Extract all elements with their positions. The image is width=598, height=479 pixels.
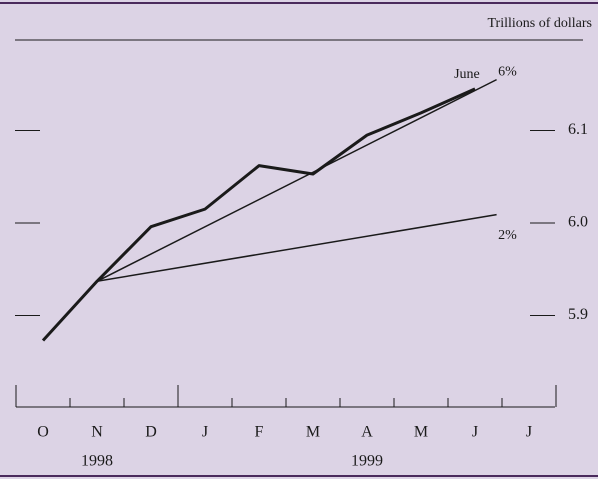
x-tick-label: A (361, 424, 373, 441)
x-tick-label: J (526, 424, 532, 441)
x-tick-label: D (145, 424, 157, 441)
annotation: June (454, 67, 480, 82)
year-label: 1998 (81, 453, 113, 470)
x-tick-label: M (306, 424, 320, 441)
series-line (96, 78, 497, 282)
x-tick-label: J (202, 424, 208, 441)
annotation: 2% (498, 228, 517, 243)
x-tick-label: J (472, 424, 478, 441)
y-tick-label: 6.0 (568, 214, 588, 231)
y-tick-label: 5.9 (568, 306, 588, 323)
y-tick-label: 6.1 (568, 121, 588, 138)
annotation: 6% (498, 64, 517, 79)
series-line (96, 213, 497, 283)
x-tick-label: O (37, 424, 49, 441)
unit-label: Trillions of dollars (488, 16, 593, 31)
x-tick-label: M (414, 424, 428, 441)
x-tick-label: F (255, 424, 264, 441)
series-line (41, 87, 476, 342)
x-tick-label: N (91, 424, 103, 441)
year-label: 1999 (351, 453, 383, 470)
